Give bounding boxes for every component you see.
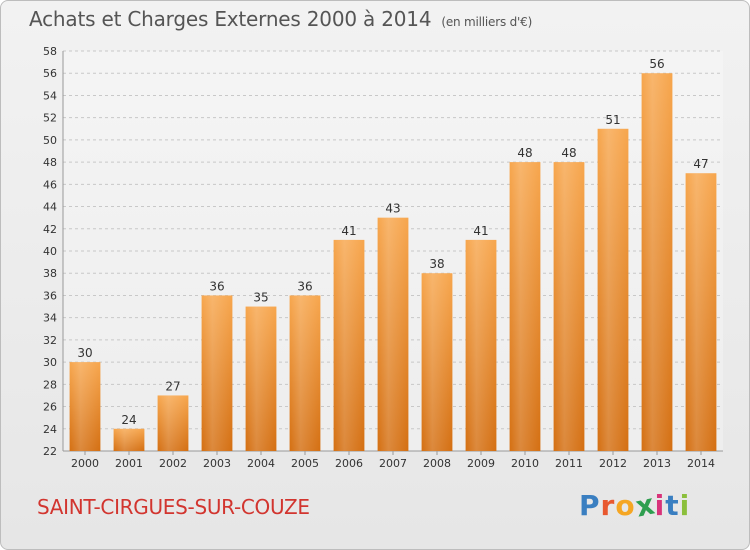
y-tick-label: 30 [43, 356, 57, 369]
x-tick-label-2002: 2002 [159, 457, 187, 470]
value-label-2007: 43 [385, 202, 400, 216]
value-label-2003: 36 [209, 279, 224, 293]
value-label-2005: 36 [297, 279, 312, 293]
x-tick-label-2005: 2005 [291, 457, 319, 470]
bar-highlight [245, 306, 277, 451]
bar-highlight [201, 295, 233, 451]
bar-highlight [289, 295, 321, 451]
x-tick-label-2007: 2007 [379, 457, 407, 470]
logo-letter: r [600, 489, 616, 522]
value-label-2008: 38 [429, 257, 444, 271]
chart-title-text: Achats et Charges Externes 2000 à 2014 [29, 7, 432, 31]
bar-highlight [553, 162, 585, 451]
bar-highlight [333, 239, 365, 451]
logo-letter: i [679, 489, 691, 522]
x-tick-label-2004: 2004 [247, 457, 275, 470]
bar-highlight [641, 73, 673, 451]
proxiti-logo: Proxiti [579, 487, 691, 523]
x-tick-label-2013: 2013 [643, 457, 671, 470]
value-label-2013: 56 [649, 57, 664, 71]
y-tick-label: 54 [43, 89, 57, 102]
x-tick-label-2001: 2001 [115, 457, 143, 470]
bar-highlight [69, 362, 101, 451]
bar-highlight [597, 128, 629, 451]
y-tick-label: 26 [43, 401, 57, 414]
chart-subtitle: (en milliers d'€) [441, 15, 533, 29]
y-tick-label: 44 [43, 201, 57, 214]
value-label-2014: 47 [693, 157, 708, 171]
x-tick-label-2009: 2009 [467, 457, 495, 470]
value-label-2009: 41 [473, 224, 488, 238]
y-tick-label: 50 [43, 134, 57, 147]
y-tick-label: 58 [43, 45, 57, 58]
y-tick-label: 28 [43, 378, 57, 391]
y-tick-label: 56 [43, 67, 57, 80]
value-label-2010: 48 [517, 146, 532, 160]
bar-highlight [421, 273, 453, 451]
bar-highlight [377, 217, 409, 451]
logo-letter: P [579, 489, 601, 522]
value-label-2002: 27 [165, 379, 180, 393]
bar-highlight [685, 173, 717, 451]
x-tick-label-2006: 2006 [335, 457, 363, 470]
value-label-2001: 24 [121, 413, 136, 427]
y-tick-label: 52 [43, 112, 57, 125]
y-tick-label: 40 [43, 245, 57, 258]
y-tick-label: 42 [43, 223, 57, 236]
bar-highlight [113, 428, 145, 451]
x-tick-label-2008: 2008 [423, 457, 451, 470]
value-label-2011: 48 [561, 146, 576, 160]
x-tick-label-2010: 2010 [511, 457, 539, 470]
y-tick-label: 36 [43, 289, 57, 302]
x-tick-label-2011: 2011 [555, 457, 583, 470]
bar-highlight [509, 162, 541, 451]
logo-letter: t [665, 489, 680, 522]
value-label-2006: 41 [341, 224, 356, 238]
value-label-2000: 30 [77, 346, 92, 360]
x-tick-label-2003: 2003 [203, 457, 231, 470]
chart-title: Achats et Charges Externes 2000 à 2014 (e… [29, 7, 532, 31]
y-tick-label: 46 [43, 178, 57, 191]
logo-letter: i [654, 489, 666, 522]
x-tick-label-2014: 2014 [687, 457, 715, 470]
commune-name: SAINT-CIRGUES-SUR-COUZE [37, 495, 310, 519]
y-tick-label: 22 [43, 445, 57, 458]
bar-highlight [157, 395, 189, 451]
y-tick-label: 32 [43, 334, 57, 347]
value-label-2004: 35 [253, 291, 268, 305]
y-tick-label: 24 [43, 423, 57, 436]
value-label-2012: 51 [605, 113, 620, 127]
x-tick-label-2000: 2000 [71, 457, 99, 470]
x-tick-label-2012: 2012 [599, 457, 627, 470]
bar-highlight [465, 239, 497, 451]
y-tick-label: 38 [43, 267, 57, 280]
y-tick-label: 48 [43, 156, 57, 169]
logo-letter: o [615, 489, 636, 522]
y-tick-label: 34 [43, 312, 57, 325]
